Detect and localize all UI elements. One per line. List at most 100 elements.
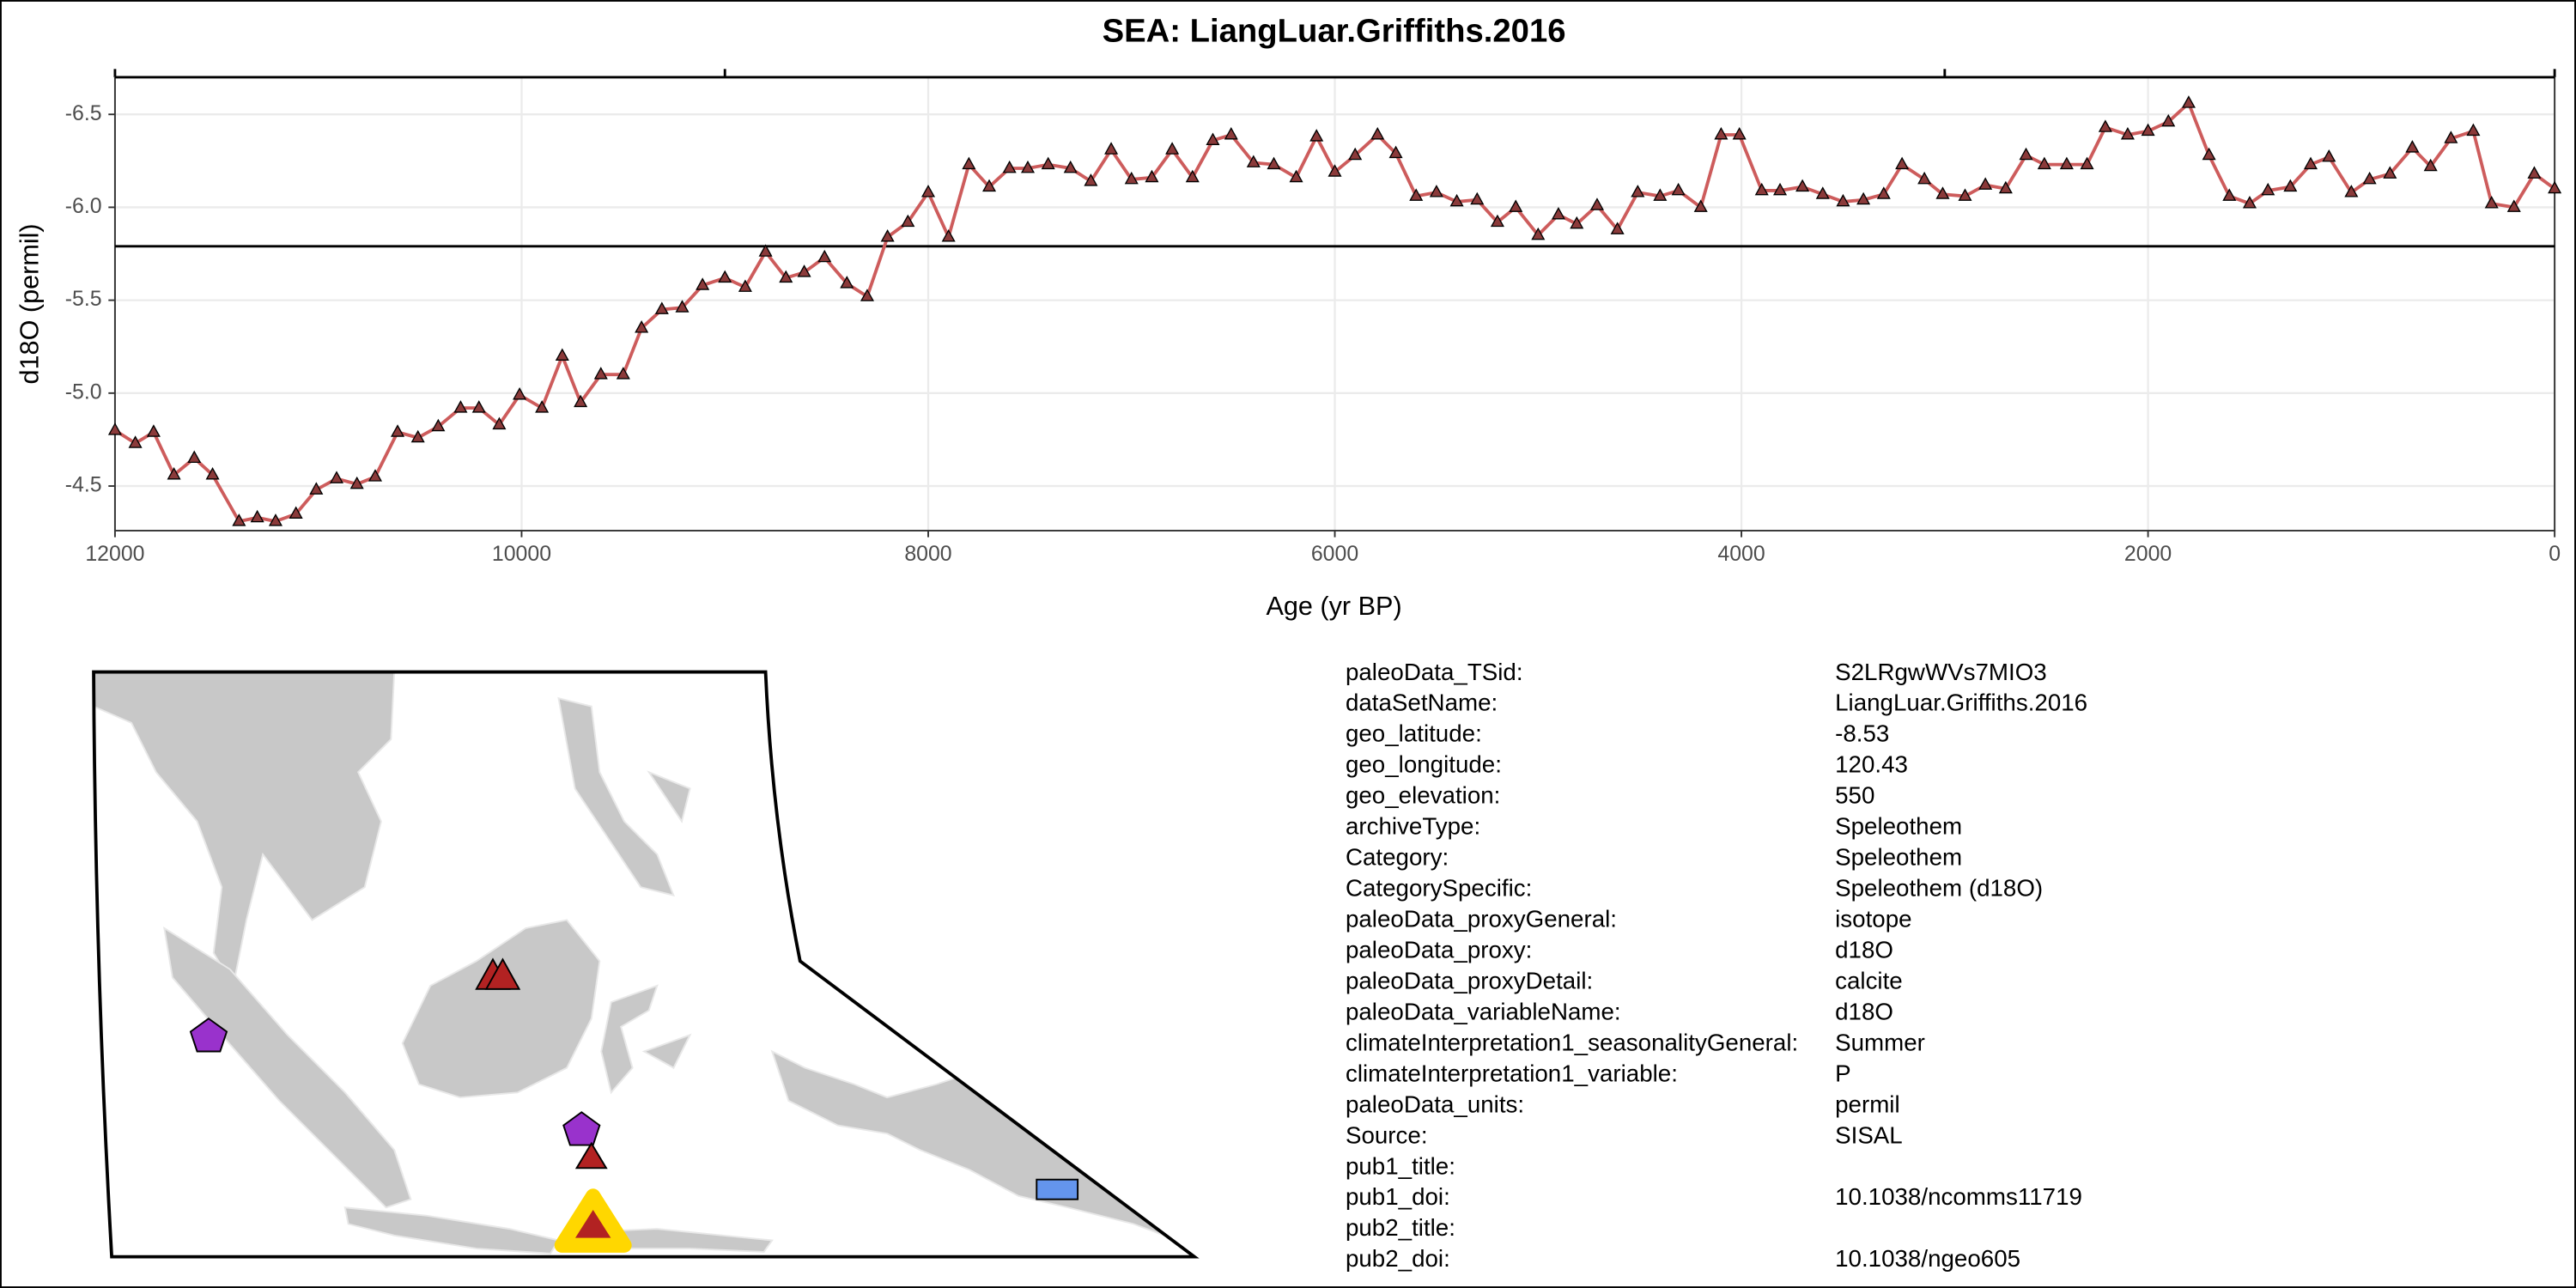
data-point <box>167 467 181 480</box>
metadata-value: -8.53 <box>1835 720 1889 747</box>
data-point <box>187 450 202 464</box>
metadata-key: pub1_doi: <box>1346 1183 1450 1210</box>
data-point <box>1124 171 1139 185</box>
data-point <box>1165 142 1180 155</box>
site-marker <box>1036 1178 1079 1200</box>
plot-area: 12000 10000 8000 6000 4000 2000 0 -6.5 -6.0 -5.5 -… <box>65 69 2562 566</box>
metadata-value: 10.1038/ngeo605 <box>1835 1245 2020 1272</box>
data-point <box>453 400 468 413</box>
data-point <box>1589 197 1604 210</box>
metadata-value: permil <box>1835 1091 1900 1117</box>
land-mainland <box>94 671 396 988</box>
data-point <box>1104 142 1119 155</box>
data-point <box>1145 169 1159 183</box>
data-point <box>840 276 854 289</box>
data-point <box>2037 156 2051 170</box>
metadata-key: climateInterpretation1_seasonalityGenera… <box>1346 1029 1798 1055</box>
metadata-key: climateInterpretation1_variable: <box>1346 1060 1678 1086</box>
data-point <box>1084 173 1098 186</box>
data-point <box>410 429 425 443</box>
data-point <box>391 424 405 437</box>
data-point <box>574 394 588 408</box>
data-point <box>1002 160 1017 173</box>
data-point <box>205 467 220 480</box>
map <box>92 670 1200 1259</box>
data-point <box>1348 147 1363 161</box>
data-point <box>941 229 956 242</box>
data-point <box>1246 155 1261 167</box>
x-tick-label: 2000 <box>2124 542 2172 566</box>
data-point <box>2548 180 2562 194</box>
data-point <box>2444 131 2458 143</box>
data-point <box>758 244 773 257</box>
data-point <box>2362 171 2377 185</box>
data-point <box>1998 180 2013 194</box>
data-point <box>1429 185 1443 197</box>
data-point <box>368 469 383 482</box>
data-point <box>329 471 344 483</box>
data-point <box>1631 185 1645 197</box>
data-point <box>1309 129 1324 142</box>
metadata-value: 10.1038/ncomms11719 <box>1835 1183 2082 1210</box>
metadata-value: P <box>1835 1060 1850 1086</box>
data-point <box>535 400 550 413</box>
data-point <box>128 435 143 448</box>
data-point <box>1206 132 1220 145</box>
metadata-value: 550 <box>1835 782 1874 809</box>
metadata-table: paleoData_TSid: S2LRgwWVs7MIO3 dataSetName… <box>1346 659 2087 1272</box>
data-point <box>2202 147 2216 161</box>
data-point <box>1531 227 1546 240</box>
data-point <box>309 482 324 495</box>
metadata-key: pub1_title: <box>1346 1152 1455 1179</box>
data-point <box>675 300 690 313</box>
metadata-key: paleoData_proxyDetail: <box>1346 967 1593 993</box>
data-point <box>1551 207 1565 220</box>
metadata-key: paleoData_TSid: <box>1346 659 1523 685</box>
data-point <box>2344 185 2359 197</box>
metadata-key: paleoData_proxyGeneral: <box>1346 906 1617 933</box>
x-tick-label: 8000 <box>904 542 951 566</box>
data-point <box>860 289 874 301</box>
data-point <box>2322 149 2336 162</box>
data-point <box>471 400 486 413</box>
metadata-key: CategorySpecific: <box>1346 875 1532 902</box>
data-point <box>1370 126 1385 140</box>
metadata-value: calcite <box>1835 967 1903 993</box>
land-new-guinea <box>770 1049 1194 1250</box>
data-point <box>1836 193 1850 207</box>
metadata-key: Source: <box>1346 1121 1428 1148</box>
x-tick-label: 10000 <box>492 542 551 566</box>
data-point <box>1490 214 1504 228</box>
data-point <box>1409 188 1424 201</box>
metadata-key: pub2_doi: <box>1346 1245 1450 1272</box>
data-point <box>555 348 569 361</box>
metadata-key: geo_longitude: <box>1346 751 1502 778</box>
data-point <box>718 270 732 283</box>
data-point <box>1289 169 1303 183</box>
data-point <box>1935 186 1950 199</box>
data-point <box>2222 188 2237 201</box>
data-point <box>901 214 915 228</box>
metadata-key: paleoData_variableName: <box>1346 998 1621 1024</box>
data-point <box>1714 126 1728 140</box>
metadata-value: Speleothem (d18O) <box>1835 875 2043 902</box>
metadata-key: archiveType: <box>1346 813 1480 840</box>
data-point <box>2098 119 2112 132</box>
data-point <box>1570 216 1584 229</box>
y-tick-label: -5.5 <box>65 287 102 311</box>
metadata-value: LiangLuar.Griffiths.2016 <box>1835 690 2087 716</box>
data-point <box>349 476 364 489</box>
data-point <box>2141 123 2155 137</box>
data-point <box>920 185 936 197</box>
data-point <box>962 156 976 170</box>
data-point <box>1185 169 1200 183</box>
data-point <box>593 367 608 380</box>
site-marker <box>484 957 521 990</box>
metadata-key: paleoData_units: <box>1346 1091 1524 1117</box>
data-point <box>2506 199 2521 212</box>
data-point <box>1895 156 1910 170</box>
y-tick-label: -5.0 <box>65 380 102 404</box>
data-point <box>431 418 446 432</box>
data-point <box>1509 199 1523 212</box>
